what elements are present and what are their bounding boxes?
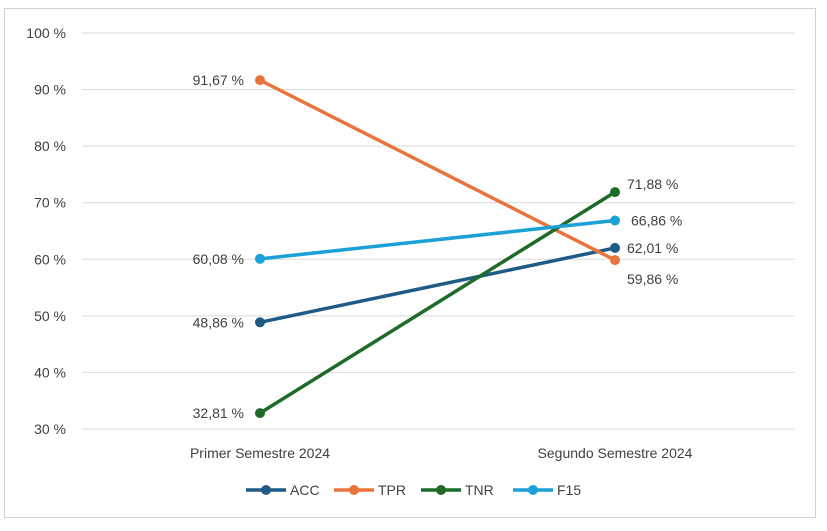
y-tick-label: 70 % (34, 195, 66, 211)
x-tick-label: Primer Semestre 2024 (190, 445, 330, 461)
data-point-tnr (610, 187, 620, 198)
chart-frame (4, 8, 816, 518)
data-label-f15: 66,86 % (631, 212, 682, 228)
legend-label-tnr: TNR (465, 482, 494, 498)
data-label-acc: 62,01 % (627, 240, 678, 256)
y-tick-label: 90 % (34, 82, 66, 98)
legend-label-acc: ACC (290, 482, 320, 498)
legend-label-f15: F15 (557, 482, 581, 498)
data-label-tpr: 91,67 % (193, 72, 244, 88)
data-point-tpr (610, 255, 620, 266)
legend-label-tpr: TPR (378, 482, 406, 498)
data-label-tpr: 59,86 % (627, 271, 678, 287)
data-point-acc (255, 317, 265, 328)
data-label-f15: 60,08 % (193, 251, 244, 267)
legend-marker-acc (261, 485, 271, 495)
legend-marker-f15 (528, 485, 538, 495)
data-point-tpr (255, 75, 265, 86)
legend-marker-tpr (349, 485, 359, 495)
x-tick-label: Segundo Semestre 2024 (538, 445, 693, 461)
data-point-acc (610, 242, 620, 253)
data-point-tnr (255, 408, 265, 419)
data-point-f15 (255, 253, 265, 264)
data-label-tnr: 32,81 % (193, 405, 244, 421)
data-label-tnr: 71,88 % (627, 176, 678, 192)
y-tick-label: 50 % (34, 308, 66, 324)
y-tick-label: 80 % (34, 138, 66, 154)
y-tick-label: 40 % (34, 364, 66, 380)
y-tick-label: 100 % (26, 25, 66, 41)
series-line-f15 (258, 218, 617, 261)
y-tick-label: 60 % (34, 251, 66, 267)
y-tick-label: 30 % (34, 421, 66, 437)
data-point-f15 (610, 215, 620, 226)
legend-marker-tnr (436, 485, 446, 495)
series-line-acc (258, 246, 617, 325)
series-line-tnr (258, 190, 617, 415)
series-line-tpr (258, 78, 617, 262)
data-label-acc: 48,86 % (193, 314, 244, 330)
